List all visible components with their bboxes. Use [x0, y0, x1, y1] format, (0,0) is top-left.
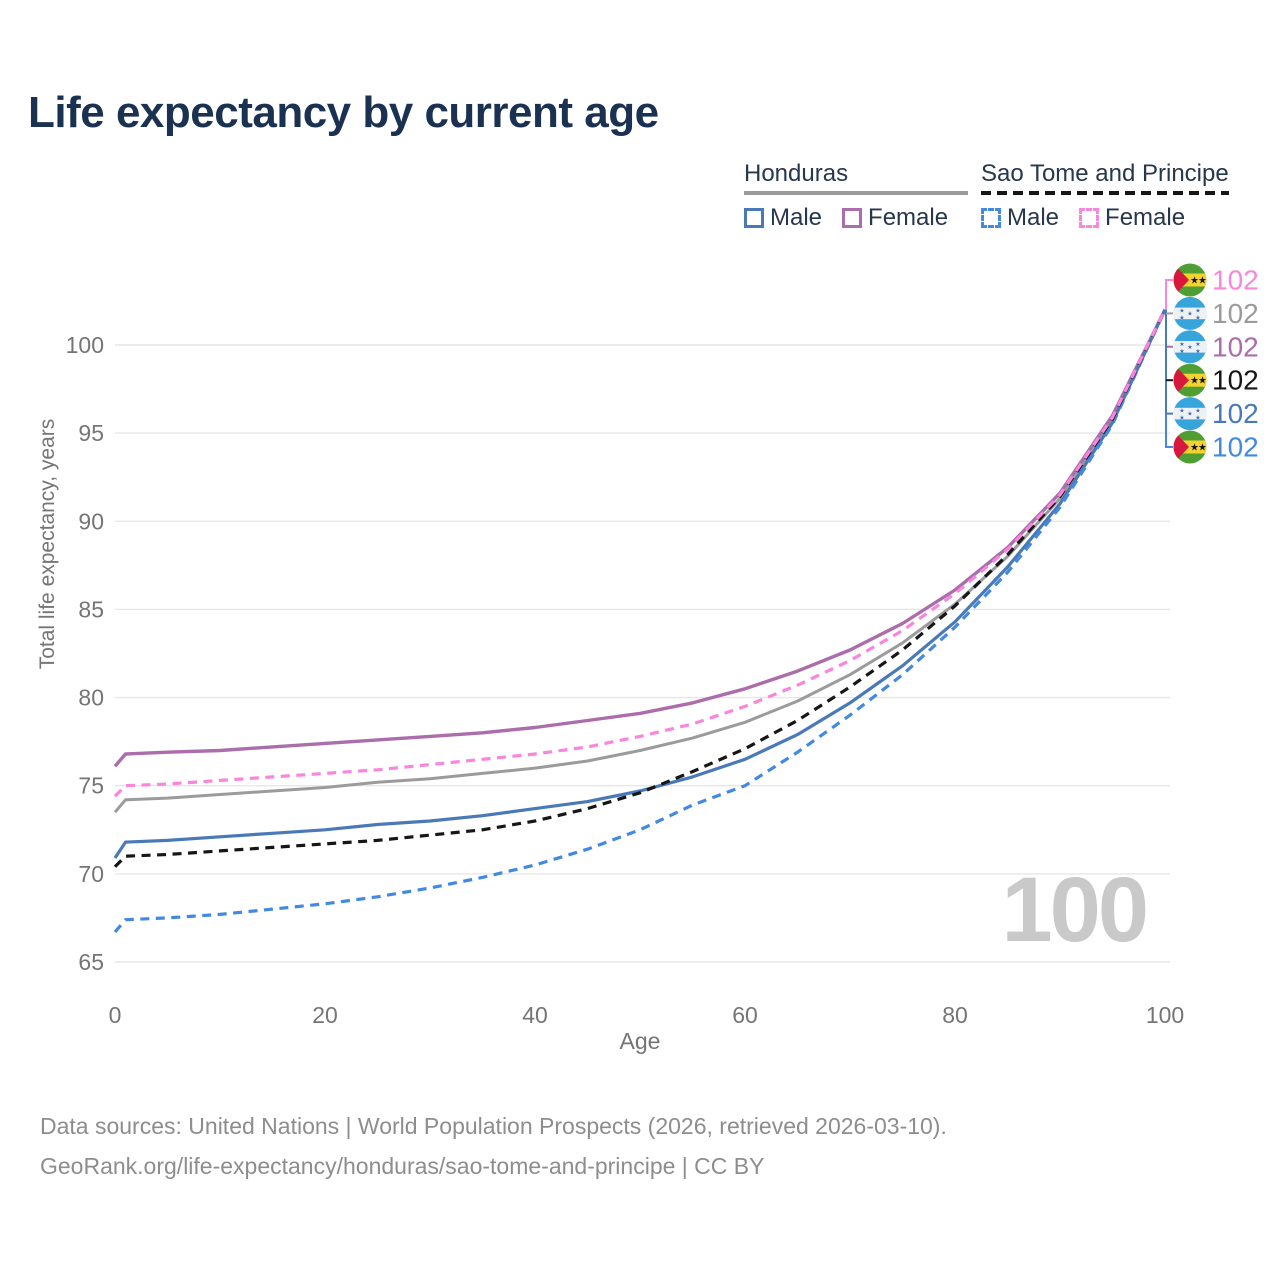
flag-star: ★	[1198, 443, 1207, 454]
sao-tome-male-swatch-icon	[981, 208, 1001, 228]
flag-star: ★	[1187, 310, 1192, 317]
x-tick-label: 40	[522, 1002, 548, 1028]
flag-star: ★	[1179, 415, 1184, 422]
leader-line	[1165, 309, 1173, 348]
end-value-label: 102	[1212, 398, 1259, 429]
flag-star: ★	[1198, 276, 1207, 287]
leader-line	[1165, 309, 1173, 415]
x-tick-label: 0	[109, 1002, 122, 1028]
y-tick-label: 100	[66, 332, 104, 358]
flag-star: ★	[1195, 341, 1200, 348]
flag-star: ★	[1179, 408, 1184, 415]
sao-tome-and-principe-flag-icon: ★ ★	[1173, 263, 1207, 297]
honduras-flag-icon: ★ ★★★ ★	[1173, 296, 1207, 330]
legend-item-sao-tome-male[interactable]: Male	[981, 204, 1059, 232]
leader-line	[1165, 309, 1173, 448]
series-line-sao-tome-and-principe-male[interactable]	[113, 309, 1167, 934]
legend-item-honduras-female[interactable]: Female	[842, 204, 948, 232]
legend-country-honduras[interactable]: Honduras	[744, 160, 849, 187]
flag-star: ★	[1190, 376, 1199, 387]
flag-star: ★	[1190, 276, 1199, 287]
sao-tome-female-swatch-icon	[1079, 208, 1100, 228]
flag-star: ★	[1195, 307, 1200, 314]
legend-label: Male	[1007, 204, 1060, 231]
flag-star: ★	[1187, 411, 1192, 418]
flag-star: ★	[1179, 307, 1184, 314]
y-axis-title: Total life expectancy, years	[36, 418, 59, 670]
y-tick-label: 95	[78, 420, 104, 446]
y-tick-label: 80	[78, 685, 104, 711]
flag-star: ★	[1195, 415, 1200, 422]
series-line-honduras-both-sexes[interactable]	[113, 309, 1167, 814]
y-tick-label: 75	[78, 773, 104, 799]
y-tick-label: 65	[78, 949, 104, 975]
legend-item-sao-tome-female[interactable]: Female	[1079, 204, 1185, 232]
legend-item-honduras-male[interactable]: Male	[744, 204, 822, 232]
legend-label: Female	[1105, 204, 1186, 231]
flag-star: ★	[1179, 348, 1184, 355]
flag-star: ★	[1179, 314, 1184, 321]
flag-star: ★	[1195, 408, 1200, 415]
y-tick-label: 85	[78, 596, 104, 622]
y-tick-label: 70	[78, 861, 104, 887]
end-value-label: 102	[1212, 432, 1259, 463]
legend-group-honduras: Honduras Male Female	[744, 160, 969, 232]
legend-label: Male	[770, 204, 823, 231]
flag-star: ★	[1179, 341, 1184, 348]
honduras-solid-line-sample	[744, 191, 969, 195]
leader-line	[1165, 279, 1173, 310]
honduras-female-swatch-icon	[842, 208, 863, 228]
footer: Data sources: United Nations | World Pop…	[40, 1106, 947, 1186]
legend-country-sao-tome[interactable]: Sao Tome and Principe	[981, 160, 1229, 187]
x-tick-label: 20	[312, 1002, 338, 1028]
flag-star: ★	[1198, 376, 1207, 387]
end-value-label: 102	[1212, 365, 1259, 396]
x-tick-label: 100	[1146, 1002, 1184, 1028]
end-value-label: 102	[1212, 331, 1259, 362]
honduras-flag-icon: ★ ★★★ ★	[1173, 397, 1207, 431]
attribution-line: GeoRank.org/life-expectancy/honduras/sao…	[40, 1153, 765, 1179]
data-sources-line: Data sources: United Nations | World Pop…	[40, 1113, 947, 1139]
series-line-honduras-female[interactable]	[113, 308, 1167, 768]
age-counter-watermark: 100	[1001, 859, 1149, 961]
series-line-honduras-male[interactable]	[113, 309, 1167, 859]
x-axis-title: Age	[619, 1028, 661, 1054]
flag-star: ★	[1190, 443, 1199, 454]
series-line-sao-tome-and-principe-both-sexes[interactable]	[113, 309, 1167, 868]
y-tick-label: 90	[78, 508, 104, 534]
flag-star: ★	[1195, 314, 1200, 321]
legend-group-sao-tome: Sao Tome and Principe Male Female	[981, 160, 1229, 232]
end-value-label: 102	[1212, 298, 1259, 329]
flag-star: ★	[1187, 344, 1192, 351]
end-value-label: 102	[1212, 265, 1259, 296]
x-tick-label: 80	[942, 1002, 968, 1028]
sao-tome-and-principe-flag-icon: ★ ★	[1173, 430, 1207, 464]
page-title: Life expectancy by current age	[28, 88, 659, 137]
x-tick-label: 60	[732, 1002, 758, 1028]
honduras-male-swatch-icon	[744, 208, 764, 228]
sao-tome-dashed-line-sample	[981, 191, 1229, 195]
series-line-sao-tome-and-principe-female[interactable]	[113, 308, 1167, 798]
legend-label: Female	[868, 204, 949, 231]
flag-star: ★	[1195, 348, 1200, 355]
honduras-flag-icon: ★ ★★★ ★	[1173, 330, 1207, 364]
sao-tome-and-principe-flag-icon: ★ ★	[1173, 363, 1207, 397]
